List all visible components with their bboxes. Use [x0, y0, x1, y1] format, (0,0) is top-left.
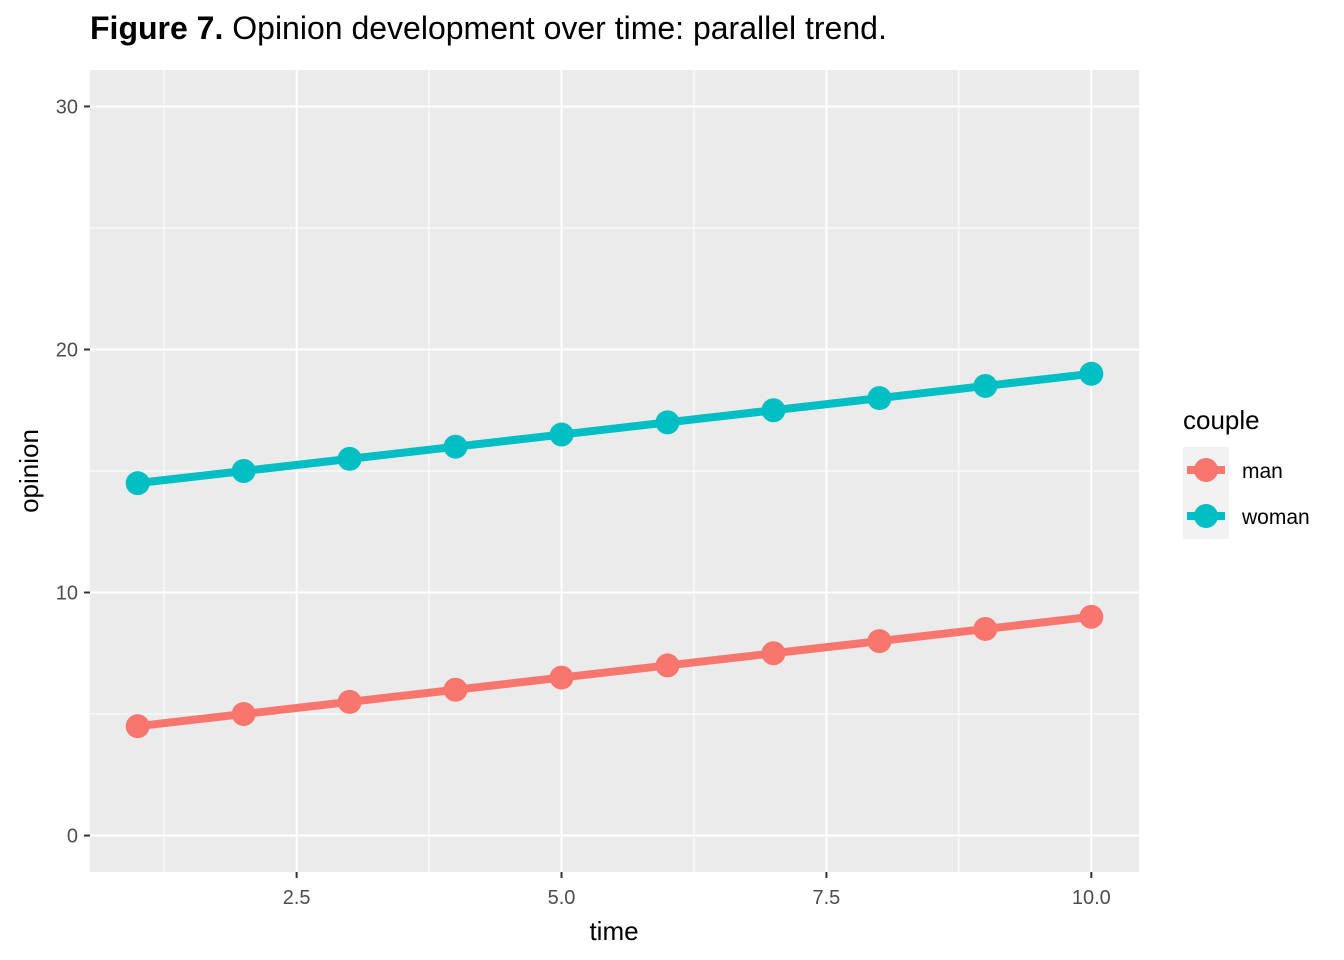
- data-point-woman: [125, 471, 150, 496]
- x-tick-label: 10.0: [1072, 887, 1111, 909]
- x-tick-label: 7.5: [813, 887, 841, 909]
- data-point-woman: [443, 434, 468, 459]
- data-point-woman: [761, 398, 786, 423]
- figure-title-prefix: Figure 7.: [90, 10, 224, 46]
- figure-title: Figure 7. Opinion development over time:…: [90, 10, 887, 47]
- y-tick-label: 10: [56, 583, 78, 605]
- x-tick-label: 5.0: [548, 887, 576, 909]
- data-point-man: [337, 689, 362, 714]
- x-axis-title: time: [589, 916, 638, 946]
- legend-key-point-man: [1194, 458, 1218, 482]
- data-point-woman: [337, 446, 362, 471]
- tick-labels: 2.5 5.0 7.5 10.0 0 10 20 30: [56, 96, 1111, 909]
- data-point-man: [655, 653, 680, 678]
- figure-title-text: Opinion development over time: parallel …: [232, 10, 887, 46]
- data-point-woman: [973, 373, 998, 398]
- series-line-man: [137, 612, 1092, 731]
- data-point-man: [125, 714, 150, 739]
- data-point-man: [973, 616, 998, 641]
- legend-label-man: man: [1242, 460, 1283, 483]
- legend: couple man woman: [1183, 405, 1310, 539]
- data-point-woman: [549, 422, 574, 447]
- data-point-man: [549, 665, 574, 690]
- grid-major: [90, 70, 1139, 872]
- y-tick-label: 0: [67, 826, 78, 848]
- data-point-man: [231, 702, 256, 727]
- series-lines: [137, 369, 1092, 731]
- y-tick-label: 20: [56, 339, 78, 361]
- legend-keys: man woman: [1183, 447, 1310, 539]
- data-point-woman: [1079, 361, 1104, 386]
- data-point-man: [761, 641, 786, 666]
- legend-title: couple: [1183, 405, 1260, 435]
- data-point-woman: [655, 410, 680, 435]
- data-point-man: [867, 629, 892, 654]
- x-tick-label: 2.5: [283, 887, 311, 909]
- y-axis-title: opinion: [14, 429, 44, 513]
- series-line-woman: [137, 369, 1092, 488]
- data-point-man: [443, 677, 468, 702]
- data-point-woman: [867, 386, 892, 411]
- legend-key-point-woman: [1194, 504, 1218, 528]
- data-point-man: [1079, 604, 1104, 629]
- series-points: [125, 361, 1104, 739]
- y-tick-label: 30: [56, 96, 78, 118]
- axis-ticks: [84, 105, 1093, 878]
- legend-label-woman: woman: [1241, 506, 1310, 529]
- data-point-woman: [231, 459, 256, 483]
